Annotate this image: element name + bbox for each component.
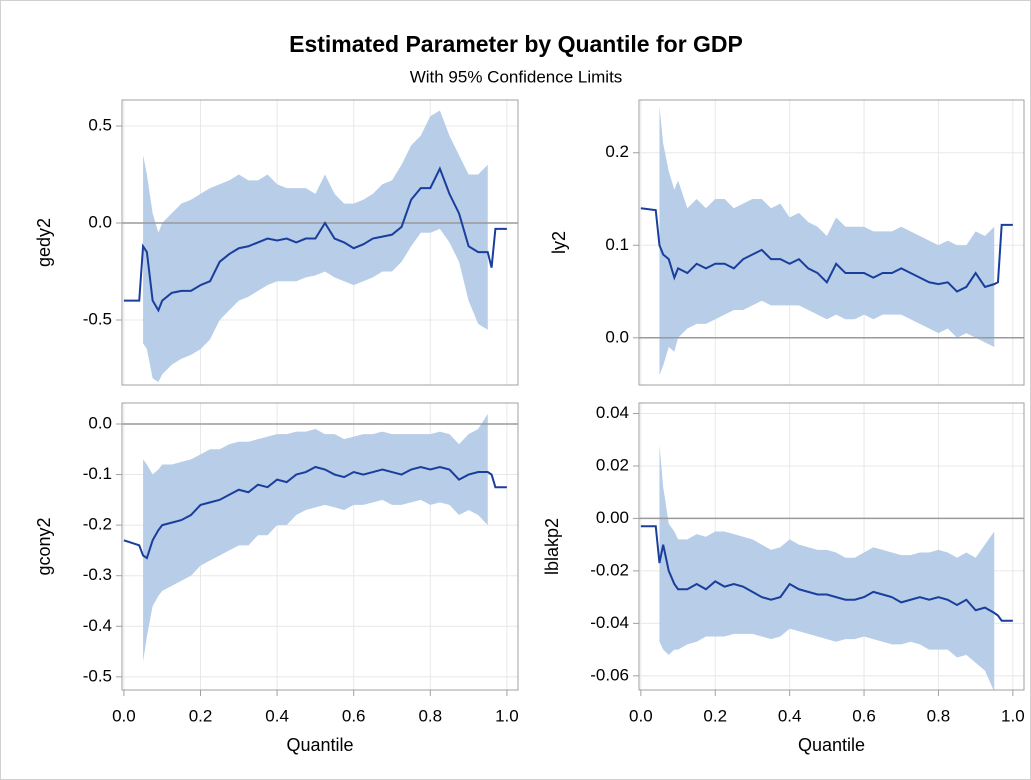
x-tick-label: 0.2 [703, 706, 727, 725]
y-tick-label: -0.5 [83, 666, 112, 685]
y-tick-label: -0.5 [83, 309, 112, 328]
confidence-band [659, 444, 995, 692]
y-tick-label: 0.02 [596, 455, 629, 474]
y-tick-label: -0.3 [83, 565, 112, 584]
y-tick-label: -0.1 [83, 464, 112, 483]
plot-frame [121, 402, 519, 691]
confidence-band [143, 413, 488, 662]
plot-frame [638, 99, 1025, 386]
x-axis-label: Quantile [286, 735, 353, 755]
y-tick-label: -0.04 [590, 613, 629, 632]
y-tick-label: 0.00 [596, 508, 629, 527]
y-axis-label: gcony2 [34, 517, 54, 575]
y-tick-label: 0.0 [605, 327, 629, 346]
y-tick-label: 0.0 [88, 212, 112, 231]
x-tick-label: 0.6 [342, 706, 366, 725]
x-tick-label: 1.0 [1001, 706, 1025, 725]
y-tick-label: 0.2 [605, 142, 629, 161]
x-tick-label: 0.6 [852, 706, 876, 725]
estimate-line [640, 207, 1013, 293]
y-tick-label: -0.02 [590, 560, 629, 579]
x-tick-label: 0.8 [927, 706, 951, 725]
x-tick-label: 1.0 [495, 706, 519, 725]
y-tick-label: -0.06 [590, 665, 629, 684]
y-axis-label: lblakp2 [542, 518, 562, 575]
x-tick-label: 0.4 [778, 706, 802, 725]
x-tick-label: 0.0 [112, 706, 136, 725]
estimate-line [123, 166, 507, 313]
x-tick-label: 0.2 [189, 706, 213, 725]
subtitle: With 95% Confidence Limits [410, 67, 623, 86]
estimate-line [640, 525, 1013, 622]
y-tick-label: 0.04 [596, 403, 629, 422]
confidence-band [659, 106, 995, 375]
y-tick-label: 0.1 [605, 235, 629, 254]
x-tick-label: 0.8 [418, 706, 442, 725]
plot-frame [121, 99, 519, 386]
y-tick-label: -0.2 [83, 515, 112, 534]
y-axis-label: gedy2 [34, 218, 54, 267]
x-tick-label: 0.0 [629, 706, 653, 725]
y-tick-label: 0.0 [88, 413, 112, 432]
confidence-band [143, 110, 488, 383]
y-tick-label: -0.4 [83, 616, 112, 635]
y-axis-label: ly2 [549, 231, 569, 254]
estimate-line [123, 465, 507, 560]
x-tick-label: 0.4 [265, 706, 289, 725]
plot-frame [638, 402, 1025, 691]
x-axis-label: Quantile [798, 735, 865, 755]
y-tick-label: 0.5 [88, 115, 112, 134]
title: Estimated Parameter by Quantile for GDP [289, 31, 743, 57]
